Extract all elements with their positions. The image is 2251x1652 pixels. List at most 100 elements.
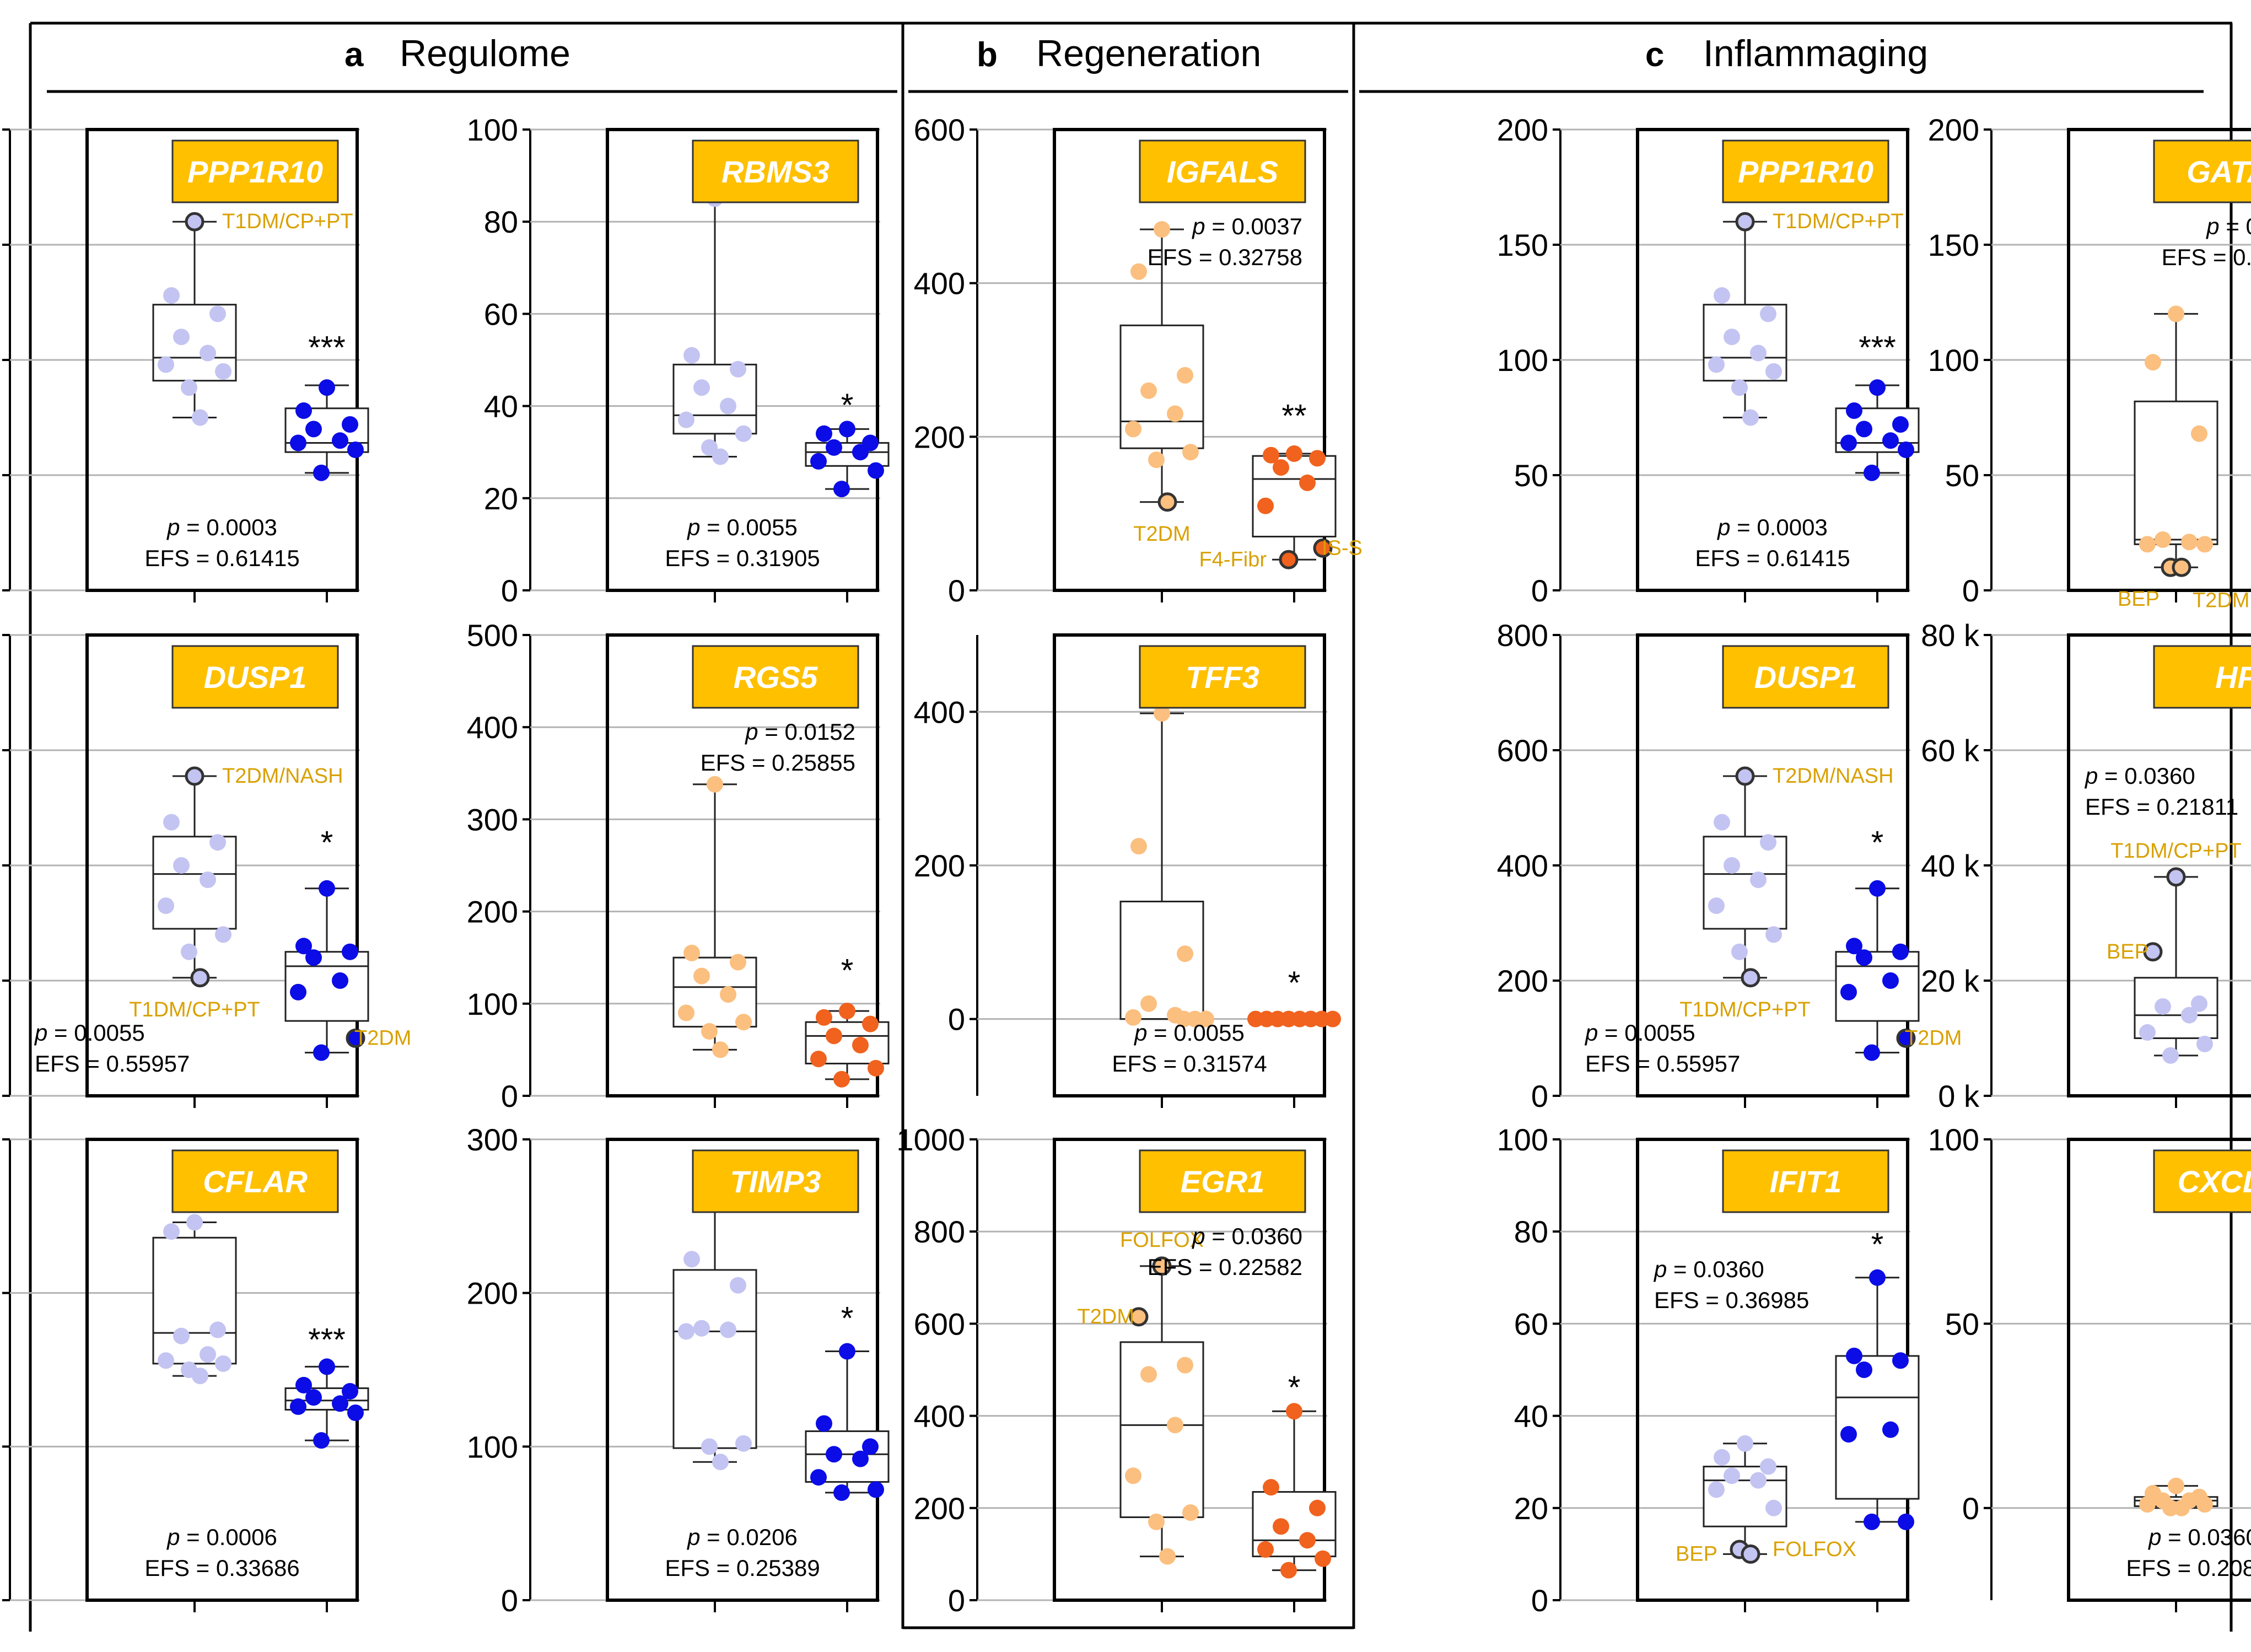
- data-point: [305, 949, 322, 966]
- p-symbol: p: [1584, 1020, 1604, 1046]
- p-value: p = 0.0003: [166, 514, 277, 540]
- data-point: [683, 1251, 700, 1268]
- data-point: [1167, 1417, 1183, 1434]
- p-value-text: = 0.0360: [1211, 1223, 1302, 1249]
- point-annotation: T2DM: [2193, 589, 2249, 612]
- point-annotation: IS-S: [1322, 536, 1363, 559]
- y-tick-label: 50: [1945, 458, 1979, 493]
- data-point: [678, 411, 694, 428]
- gene-label-box: [1722, 139, 1889, 203]
- y-tick-label: 0: [1531, 573, 1548, 608]
- p-symbol: p: [1653, 1256, 1673, 1282]
- data-point: [313, 1044, 330, 1061]
- data-point: [1724, 857, 1740, 874]
- data-point: [2162, 1047, 2179, 1064]
- data-point: [1182, 1504, 1199, 1521]
- p-value-text: = 0.0037: [1211, 213, 1302, 239]
- gene-label: RBMS3: [721, 154, 830, 189]
- p-value-text: = 0.0003: [186, 514, 277, 540]
- gene-label: RGS5: [734, 660, 818, 695]
- y-tick-label: 800: [914, 1214, 965, 1249]
- y-tick-label: 200: [1928, 112, 1979, 147]
- point-annotation: T2DM: [1078, 1305, 1134, 1328]
- data-point: [215, 1355, 231, 1372]
- data-point: [290, 434, 306, 451]
- significance-marker: *: [1871, 1227, 1884, 1263]
- plot-frame: [606, 128, 879, 592]
- data-point: [2145, 354, 2161, 371]
- y-tick-label: 60 k: [1921, 733, 1980, 768]
- data-point: [1315, 1550, 1331, 1567]
- plot-frame: [1636, 633, 1909, 1097]
- data-point: [730, 360, 746, 378]
- y-tick-label: 80: [1514, 1214, 1548, 1249]
- efs-value: EFS = 0.55957: [35, 1051, 190, 1077]
- p-symbol: p: [1716, 514, 1737, 540]
- p-symbol: p: [1191, 213, 1211, 239]
- y-tick-label: 100: [1497, 343, 1548, 378]
- data-point: [1750, 871, 1767, 889]
- point-annotation: T1DM/CP+PT: [2110, 840, 2242, 863]
- point-annotation: T1DM/CP+PT: [129, 998, 260, 1021]
- data-point: [1177, 945, 1193, 962]
- data-point: [2181, 1007, 2198, 1024]
- gene-label: TIMP3: [730, 1164, 821, 1199]
- data-point: [826, 439, 842, 456]
- data-point: [1263, 1479, 1279, 1496]
- data-point: [852, 1450, 869, 1467]
- data-point: [2173, 1499, 2190, 1516]
- data-point: [2166, 867, 2186, 887]
- p-value-text: = 0.0055: [1154, 1020, 1245, 1046]
- efs-value: EFS = 0.55957: [1585, 1051, 1740, 1077]
- point-annotation: T2DM/NASH: [222, 765, 343, 788]
- efs-value: EFS = 0.36985: [1654, 1287, 1809, 1313]
- p-value: p = 0.0055: [1133, 1020, 1245, 1046]
- data-point: [1750, 1472, 1767, 1489]
- gene-label: PPP1R10: [1738, 154, 1873, 189]
- data-point: [1286, 1403, 1302, 1420]
- gene-label: PPP1R10: [187, 154, 323, 189]
- point-annotation: BEP: [2107, 940, 2148, 964]
- significance-marker: *: [321, 825, 333, 861]
- y-tick-label: 400: [914, 695, 965, 729]
- data-point: [346, 1029, 365, 1048]
- data-point: [173, 857, 190, 874]
- y-tick-label: 1000: [896, 1122, 965, 1157]
- p-value: p = 0.0006: [166, 1524, 277, 1550]
- data-point: [209, 305, 226, 322]
- data-point: [1760, 1458, 1776, 1475]
- y-tick-label: 100: [1928, 343, 1979, 378]
- data-point: [1125, 1467, 1141, 1484]
- y-tick-label: 200: [914, 1491, 965, 1526]
- y-tick-label: 200: [467, 895, 518, 929]
- p-value: p = 0.0274: [2205, 213, 2251, 239]
- efs-value: EFS = 0.61415: [144, 545, 299, 571]
- data-point: [683, 347, 700, 364]
- data-point: [712, 1041, 729, 1058]
- plot-frame: [1053, 128, 1326, 592]
- section-header-a: a Regulome: [344, 33, 570, 74]
- data-point: [1257, 497, 1274, 514]
- data-point: [1148, 451, 1165, 469]
- gene-label: IGFALS: [1167, 154, 1278, 189]
- data-point: [810, 1051, 827, 1068]
- y-tick-label: 0: [1962, 1491, 1979, 1526]
- gene-label: CFLAR: [203, 1164, 308, 1199]
- box: [1703, 836, 1787, 930]
- point-annotation: BEP: [2118, 588, 2160, 611]
- data-point: [290, 983, 306, 1000]
- gene-label-box: [171, 645, 339, 709]
- point-annotation: T2DM/NASH: [1773, 765, 1894, 788]
- data-point: [868, 462, 884, 479]
- data-point: [332, 432, 348, 449]
- data-point: [810, 1469, 827, 1486]
- significance-marker: *: [841, 953, 854, 989]
- data-point: [1846, 402, 1862, 419]
- data-point: [215, 926, 231, 943]
- y-tick-label: 0: [948, 1002, 965, 1037]
